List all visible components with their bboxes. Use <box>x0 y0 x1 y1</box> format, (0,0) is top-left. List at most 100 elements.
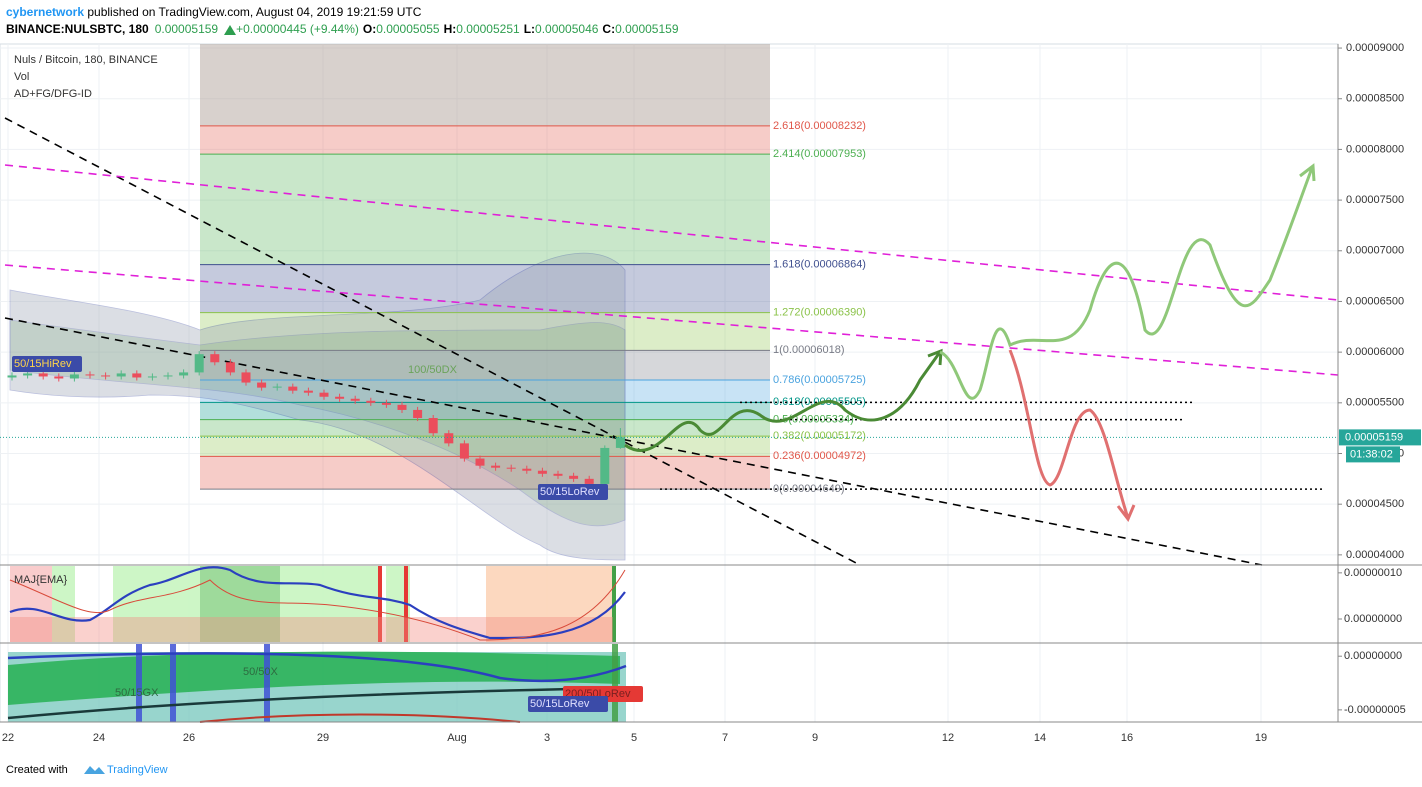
indicator-area <box>8 651 620 705</box>
indicator-line <box>199 713 521 723</box>
y-tick-label: 0.00004000 <box>1346 549 1404 561</box>
ohlc-value: 0.00005251 <box>456 22 520 36</box>
candle-body <box>54 376 64 379</box>
candle-body <box>241 372 251 383</box>
y-tick-label: 0.00007000 <box>1346 245 1404 257</box>
fib-level-label: 0.382(0.00005172) <box>773 430 866 442</box>
forecast-path <box>1008 349 1136 522</box>
candle-body <box>147 376 157 378</box>
signal-zone <box>10 566 52 642</box>
indicator-line <box>7 686 627 720</box>
author[interactable]: cybernetwork <box>6 5 84 19</box>
candle-body <box>413 409 423 419</box>
candle-body <box>272 386 282 388</box>
candle-body <box>600 447 610 484</box>
signal-bar <box>136 644 142 722</box>
ohlc-value: 0.00005159 <box>615 22 679 36</box>
annotation-box <box>538 484 608 500</box>
y-tick-label: 0.00000000 <box>1344 613 1402 625</box>
annotation: 50/15GX <box>115 687 159 699</box>
countdown-tag <box>1346 446 1400 463</box>
x-tick-label: 9 <box>812 732 818 744</box>
tv-logo <box>84 766 105 774</box>
fib-top-zone <box>200 44 770 126</box>
candle-body <box>350 398 360 401</box>
published: published on TradingView.com, August 04,… <box>84 5 422 19</box>
ohlc-label: H: <box>444 22 457 36</box>
signal-bar <box>378 566 382 642</box>
symbol: BINANCE:NULSBTC, 180 <box>6 22 149 36</box>
x-tick-label: 3 <box>544 732 550 744</box>
indicator-line <box>7 652 627 683</box>
candle-body <box>506 467 516 469</box>
candle-body <box>584 478 594 484</box>
annotation-box <box>12 356 82 372</box>
fib-zone <box>200 402 770 420</box>
x-tick-label: 7 <box>722 732 728 744</box>
fib-level-label: 0.236(0.00004972) <box>773 450 866 462</box>
x-tick-label: 5 <box>631 732 637 744</box>
x-tick-label: 22 <box>2 732 14 744</box>
x-tick-label: 16 <box>1121 732 1133 744</box>
annotation: 50/50X <box>243 666 279 678</box>
candle-body <box>257 382 267 388</box>
band <box>9 319 626 527</box>
y-tick-label: 0.00000000 <box>1344 650 1402 662</box>
y-tick-label: 0.00007500 <box>1346 194 1404 206</box>
legend-item: AD+FG/DFG-ID <box>14 88 92 100</box>
y-tick-label: 0.00000010 <box>1344 567 1402 579</box>
y-tick-label: 0.00009000 <box>1346 42 1404 54</box>
legend-item: Vol <box>14 71 29 83</box>
x-tick-label: 19 <box>1255 732 1267 744</box>
indicator-line <box>9 566 626 640</box>
fib-level-label: 2.414(0.00007953) <box>773 148 866 160</box>
ohlc-label: C: <box>602 22 615 36</box>
change: +0.00000445 (+9.44%) <box>236 22 359 36</box>
candle-body <box>319 392 329 397</box>
last: 0.00005159 <box>155 22 219 36</box>
last-price-label: 0.00005159 <box>1345 431 1403 443</box>
candle-body <box>366 400 376 403</box>
fib-zone <box>200 125 770 155</box>
fib-level-label: 0.786(0.00005725) <box>773 374 866 386</box>
candle-body <box>459 443 469 459</box>
x-tick-label: Aug <box>447 732 467 744</box>
y-tick-label: -0.00000005 <box>1344 704 1406 716</box>
fib-level-label: 1.272(0.00006390) <box>773 307 866 319</box>
fib-level-label: 1(0.00006018) <box>773 344 845 356</box>
candle-body <box>537 470 547 474</box>
x-tick-label: 29 <box>317 732 329 744</box>
forecast-path <box>939 163 1316 400</box>
annotation: 100/50DX <box>408 364 458 376</box>
candle-body <box>85 374 95 376</box>
fib-level-label: 0(0.00004649) <box>773 483 845 495</box>
candle-body <box>397 404 407 410</box>
y-tick-label: 0.00004500 <box>1346 498 1404 510</box>
fib-level-label: 2.618(0.00008232) <box>773 120 866 132</box>
candle-body <box>7 375 17 378</box>
candle-body <box>101 375 111 377</box>
band <box>9 252 626 561</box>
x-tick-label: 26 <box>183 732 195 744</box>
signal-bar <box>612 644 618 722</box>
fib-zone <box>200 312 770 351</box>
candle-body <box>491 465 501 468</box>
fib-zone <box>200 419 770 437</box>
candle-body <box>335 396 345 399</box>
indicator-line <box>9 569 626 641</box>
y-tick-label: 0.00005500 <box>1346 397 1404 409</box>
candle-body <box>23 373 33 376</box>
signal-zone <box>200 566 280 642</box>
candle-body <box>444 433 454 444</box>
pane-title: MAJ{EMA} <box>14 574 68 586</box>
symbol-line: BINANCE:NULSBTC, 180 0.00005159 +0.0000044… <box>6 22 679 36</box>
candle-body <box>225 362 235 373</box>
fib-level-label: 1.618(0.00006864) <box>773 258 866 270</box>
signal-bar <box>170 644 176 722</box>
candle-body <box>194 354 204 373</box>
candle-body <box>522 468 532 471</box>
brand[interactable]: TradingView <box>107 764 168 776</box>
signal-bar <box>264 644 270 722</box>
y-tick-label: 0.00006500 <box>1346 295 1404 307</box>
